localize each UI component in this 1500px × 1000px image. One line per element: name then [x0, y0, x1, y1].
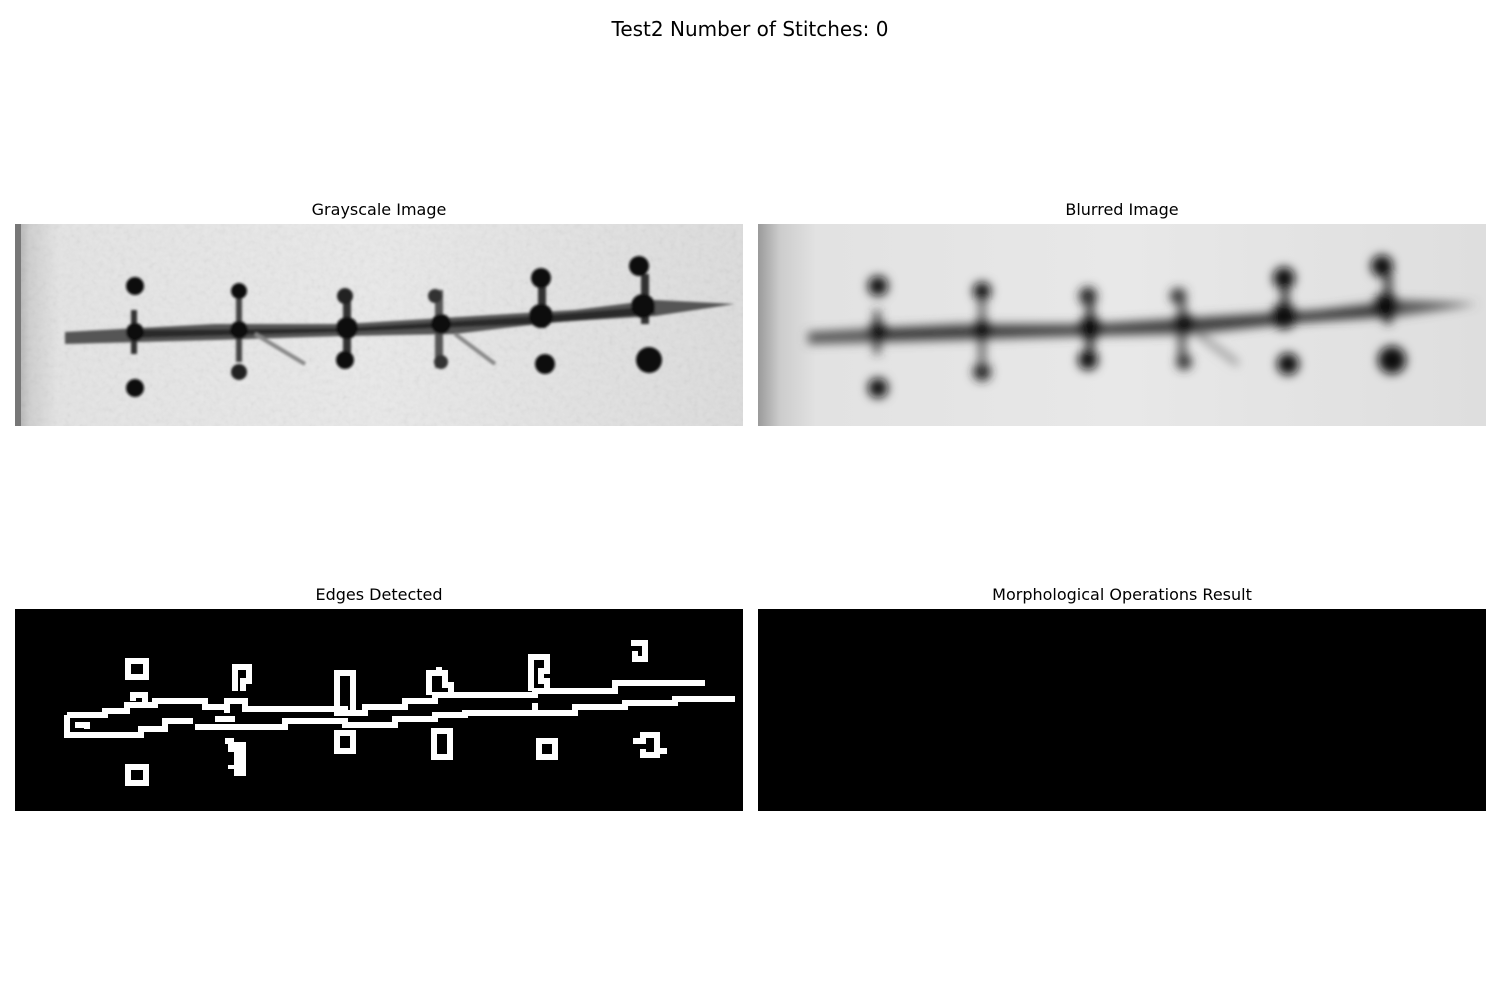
blurred-image [758, 224, 1486, 426]
grayscale-image [15, 224, 743, 426]
figure-title: Test2 Number of Stitches: 0 [611, 17, 889, 41]
grayscale-panel-title: Grayscale Image [311, 200, 447, 219]
edges-image-svg [15, 609, 743, 811]
blurred-panel-title: Blurred Image [1065, 200, 1179, 219]
grayscale-image-svg [15, 224, 743, 426]
morphology-image [758, 609, 1486, 811]
edge-contours [64, 640, 735, 786]
blurred-image-svg [758, 224, 1486, 426]
edges-image [15, 609, 743, 811]
blurred-stitches [808, 255, 1478, 398]
morphology-panel-title: Morphological Operations Result [992, 585, 1252, 604]
edges-panel-title: Edges Detected [315, 585, 443, 604]
grayscale-stitches [65, 256, 735, 397]
